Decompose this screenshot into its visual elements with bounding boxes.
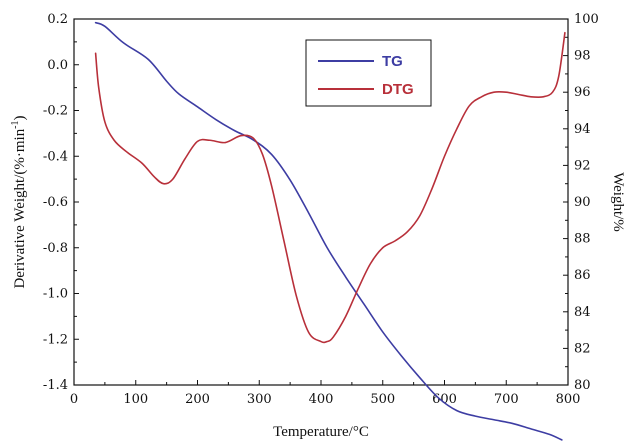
left-axis-title-sup: -1 (10, 120, 21, 128)
series-line-tg (94, 21, 563, 441)
x-tick-label: 200 (185, 392, 210, 407)
right-tick-label: 96 (574, 85, 591, 100)
x-tick-label: 100 (123, 392, 148, 407)
x-tick-label: 400 (309, 392, 334, 407)
x-axis-title-text: Temperature/ (273, 424, 354, 440)
left-tick-label: -1.2 (43, 332, 68, 347)
left-axis-title-close: ) (12, 115, 28, 120)
left-tick-label: -0.4 (43, 149, 68, 164)
left-tick-label: -1.4 (43, 378, 68, 393)
left-tick-label: 0.0 (47, 58, 68, 73)
series-line-dtg (94, 31, 566, 344)
right-tick-label: 90 (574, 195, 591, 210)
right-tick-label: 86 (574, 268, 591, 283)
x-tick-label: 700 (494, 392, 519, 407)
left-tick-label: -0.6 (43, 195, 68, 210)
right-tick-label: 80 (574, 378, 591, 393)
right-tick-label: 88 (574, 232, 591, 247)
right-axis-title: Weight/% (610, 172, 626, 232)
x-axis-title: Temperature/°C (273, 424, 369, 440)
x-axis-title-unit: °C (353, 424, 369, 440)
right-tick-label: 98 (574, 49, 591, 64)
x-axis-ticks: 0 100 200 300 400 500 600 700 800 (70, 380, 581, 407)
x-tick-label: 800 (556, 392, 581, 407)
left-tick-label: -0.2 (43, 104, 68, 119)
x-tick-label: 0 (70, 392, 78, 407)
right-tick-label: 84 (574, 305, 591, 320)
x-tick-label: 600 (432, 392, 457, 407)
left-tick-label: -1.0 (43, 287, 68, 302)
right-axis-ticks: 80 82 84 86 88 90 92 94 96 98 100 (563, 12, 599, 393)
legend-tg-label: TG (382, 53, 403, 70)
left-tick-label: 0.2 (47, 12, 68, 27)
right-tick-label: 92 (574, 158, 591, 173)
left-axis-title: Derivative Weight/(%·min-1) (10, 115, 28, 288)
right-tick-label: 100 (574, 12, 599, 27)
legend-dtg-label: DTG (382, 81, 414, 98)
left-tick-label: -0.8 (43, 241, 68, 256)
x-tick-label: 500 (370, 392, 395, 407)
left-axis-title-text: Derivative Weight/(%·min (12, 128, 28, 288)
right-tick-label: 82 (574, 341, 591, 356)
x-tick-label: 300 (247, 392, 272, 407)
legend-box (305, 39, 432, 107)
series-layer (94, 21, 566, 441)
left-axis-ticks: 0.2 0.0 -0.2 -0.4 -0.6 -0.8 -1.0 -1.2 -1.4 (43, 12, 79, 393)
right-tick-label: 94 (574, 122, 591, 137)
